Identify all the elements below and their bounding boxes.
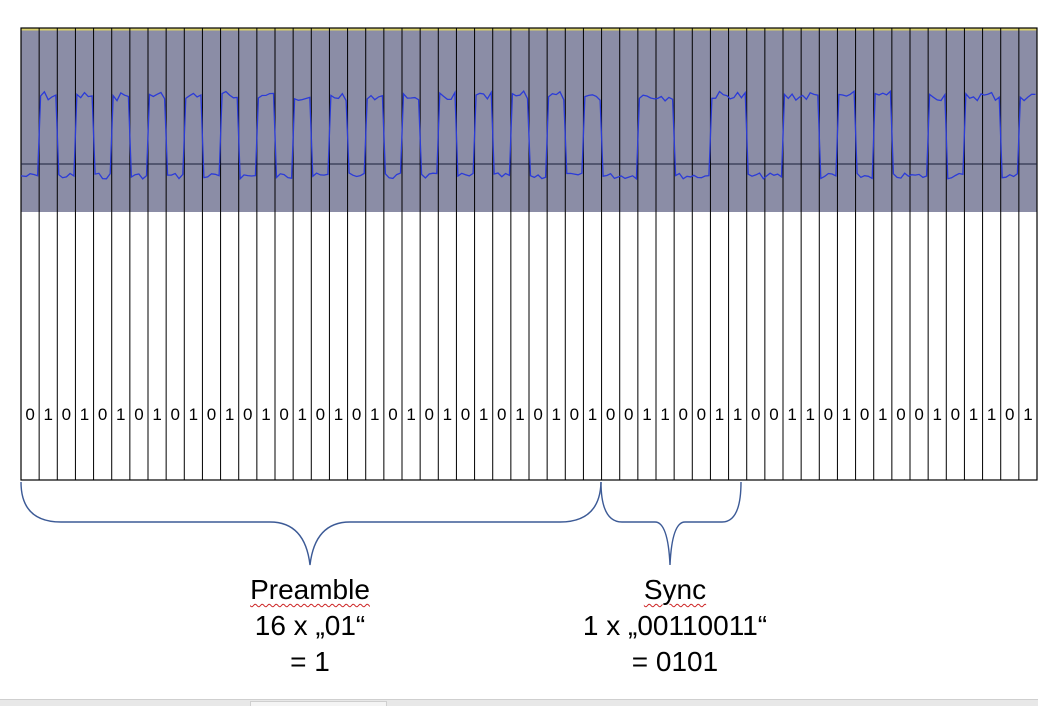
bit-value: 1 [642,405,651,424]
bit-value: 0 [951,405,960,424]
bit-value: 1 [370,405,379,424]
sync-title: Sync [643,574,707,605]
bit-value: 0 [134,405,143,424]
bit-value: 1 [588,405,597,424]
bit-value: 0 [769,405,778,424]
preamble-title: Preamble [250,574,370,605]
bit-value: 0 [697,405,706,424]
sync-brace [600,481,742,566]
bit-value: 0 [606,405,615,424]
bit-value: 0 [533,405,542,424]
bit-value: 1 [515,405,524,424]
bit-value: 1 [969,405,978,424]
bit-value: 1 [932,405,941,424]
bit-value: 0 [207,405,216,424]
preamble-brace [20,481,602,566]
bit-value: 1 [660,405,669,424]
window-bottom-tab[interactable] [250,701,387,706]
bit-value: 1 [116,405,125,424]
preamble-label-block: Preamble 16 x „01“ = 1 [160,572,460,680]
bit-value: 1 [261,405,270,424]
bit-value: 0 [678,405,687,424]
bit-value: 1 [334,405,343,424]
bit-value: 0 [497,405,506,424]
bit-value: 1 [406,405,415,424]
bit-value: 1 [297,405,306,424]
bit-value: 0 [424,405,433,424]
bit-value: 0 [279,405,288,424]
bit-value: 1 [80,405,89,424]
preamble-count: 16 x „01“ [254,610,366,641]
bit-value: 1 [733,405,742,424]
bit-value: 1 [787,405,796,424]
bit-value: 0 [896,405,905,424]
sync-value: = 0101 [631,646,719,677]
bit-value: 0 [461,405,470,424]
window-bottom-bar [0,699,1038,706]
sync-count: 1 x „00110011“ [582,610,768,641]
bit-value: 1 [805,405,814,424]
bit-value: 0 [243,405,252,424]
bit-value: 0 [98,405,107,424]
bit-value: 1 [842,405,851,424]
bit-value: 1 [225,405,234,424]
bit-value: 1 [152,405,161,424]
bit-value: 0 [352,405,361,424]
bit-value: 1 [43,405,52,424]
bit-grid-lines [38,28,1020,480]
bit-value: 0 [388,405,397,424]
bit-value: 1 [715,405,724,424]
bit-value: 1 [443,405,452,424]
bit-value: 0 [316,405,325,424]
bit-value: 0 [62,405,71,424]
bit-value: 1 [878,405,887,424]
bit-value: 0 [751,405,760,424]
bit-value: 0 [570,405,579,424]
bit-value: 0 [170,405,179,424]
bit-value: 1 [987,405,996,424]
bit-value: 1 [189,405,198,424]
bit-value: 0 [25,405,34,424]
sync-label-block: Sync 1 x „00110011“ = 0101 [525,572,825,680]
bit-value: 0 [824,405,833,424]
bit-value: 1 [479,405,488,424]
preamble-value: = 1 [290,646,330,677]
bit-value: 0 [860,405,869,424]
bit-value: 1 [551,405,560,424]
bit-value: 0 [1005,405,1014,424]
bit-value: 1 [1023,405,1032,424]
bit-value: 0 [914,405,923,424]
bit-value: 0 [624,405,633,424]
waveform [20,89,1036,181]
